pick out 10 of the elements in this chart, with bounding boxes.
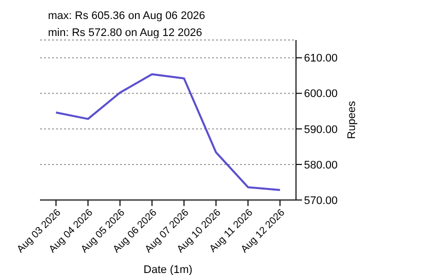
y-tick-label: 610.00 [304,52,338,65]
y-tick-label: 600.00 [304,88,338,100]
y-axis-title: Rupees [346,100,358,139]
text: min: Rs 572.80 on Aug 12 2026 [48,26,204,41]
text: max: Rs 605.36 on Aug 06 2026 [48,9,206,24]
y-tick-label: 570.00 [304,194,338,207]
x-axis-title: Date (1m) [144,264,192,275]
line-series [55,73,281,192]
y-tick-label: 590.00 [304,124,338,136]
y-tick-label: 580.00 [304,159,338,172]
